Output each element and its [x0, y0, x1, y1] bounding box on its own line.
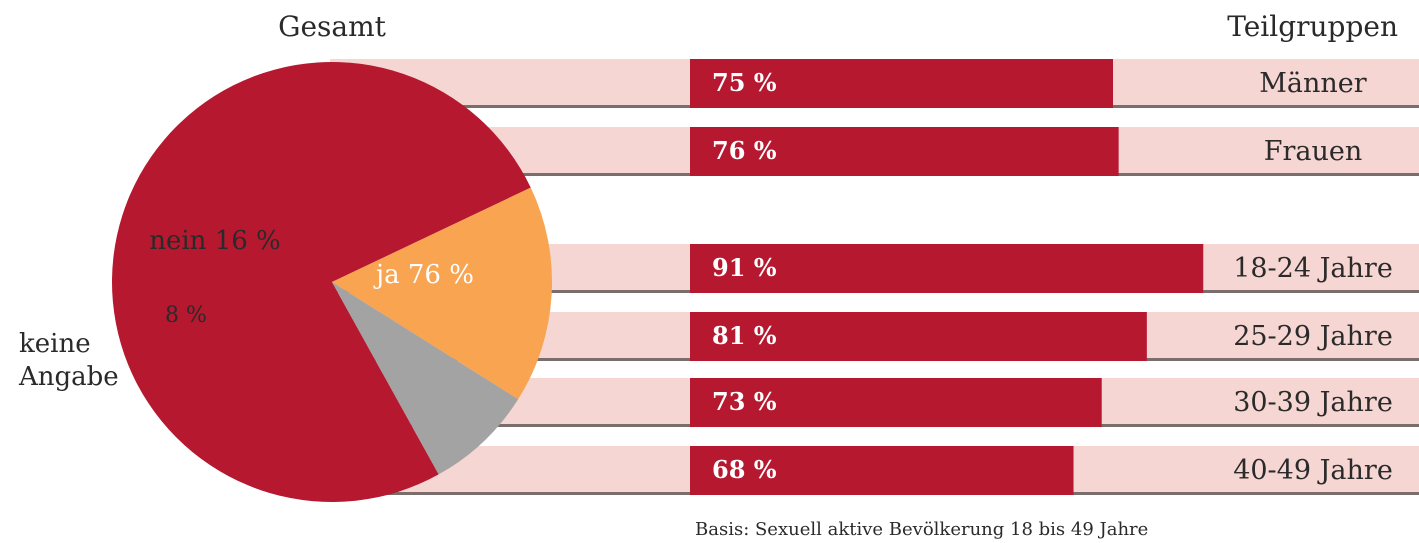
bar-value-label: 73 %: [712, 387, 777, 416]
bar-value-label: 76 %: [712, 136, 777, 165]
bar-18-24-jahre: [690, 244, 1204, 293]
bar-frauen: [690, 127, 1119, 176]
heading-gesamt: Gesamt: [278, 10, 387, 43]
bar-value-label: 91 %: [712, 253, 777, 282]
bar-value-label: 75 %: [712, 68, 777, 97]
bar-value-label: 81 %: [712, 321, 777, 350]
pie-label-keine-angabe: 8 %: [165, 303, 207, 328]
pie-label-nein: nein 16 %: [149, 226, 281, 256]
bar-maenner: [690, 59, 1113, 108]
pie-outside-label: keine: [19, 329, 91, 359]
pie-slice-nein: [332, 187, 552, 400]
heading-teilgruppen: Teilgruppen: [1227, 10, 1398, 43]
pie-slice-keine-angabe: [332, 282, 519, 475]
labels-layer: Gesamt Teilgruppen Basis: Sexuell aktive…: [278, 10, 1398, 540]
pie-label-ja: ja 76 %: [373, 260, 474, 290]
bar-category-label: Männer: [1259, 68, 1367, 99]
bar-category-label: Frauen: [1264, 136, 1363, 167]
bar-value-label: 68 %: [712, 455, 777, 484]
bar-category-label: 18-24 Jahre: [1233, 253, 1393, 284]
pie-slice-ja: [111, 61, 531, 502]
bar-category-label: 40-49 Jahre: [1233, 455, 1393, 486]
pie-outside-label: Angabe: [18, 362, 119, 392]
bar-30-39-jahre: [690, 378, 1102, 427]
bar-row-40-49-jahre: 68 % 40-49 Jahre: [330, 446, 1419, 495]
bar-category-label: 25-29 Jahre: [1233, 321, 1393, 352]
footnote: Basis: Sexuell aktive Bevölkerung 18 bis…: [695, 519, 1148, 540]
bar-row-maenner: 75 % Männer: [330, 59, 1419, 108]
bar-25-29-jahre: [690, 312, 1147, 361]
bar-category-label: 30-39 Jahre: [1233, 387, 1393, 418]
bar-40-49-jahre: [690, 446, 1074, 495]
